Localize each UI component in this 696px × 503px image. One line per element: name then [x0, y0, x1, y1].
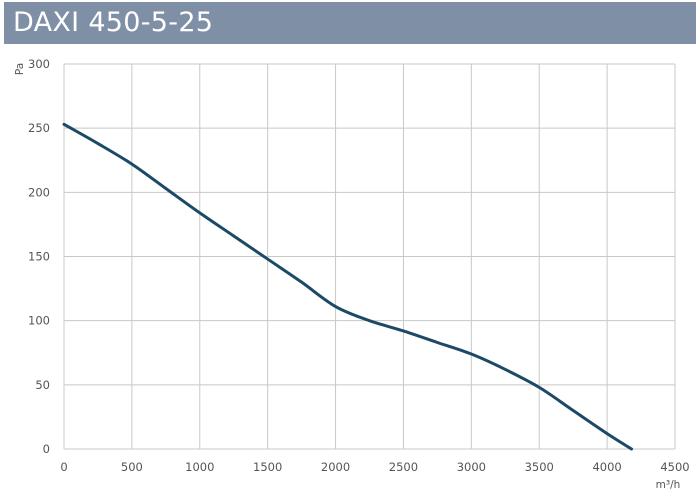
y-tick-label: 250	[28, 121, 50, 135]
y-tick-label: 100	[28, 314, 50, 328]
x-tick-label: 4500	[660, 460, 689, 474]
x-tick-label: 2500	[389, 460, 418, 474]
x-axis-label: m³/h	[656, 479, 681, 491]
x-tick-label: 3000	[457, 460, 486, 474]
x-tick-label: 4000	[592, 460, 621, 474]
x-tick-label: 1000	[185, 460, 214, 474]
x-tick-labels: 0 500 1000 1500 2000 2500 3000 3500 4000 4500	[60, 460, 689, 474]
y-tick-label: 200	[28, 185, 50, 199]
grid	[63, 63, 676, 450]
x-tick-label: 0	[60, 460, 67, 474]
fan-curve-line	[62, 122, 634, 451]
chart-title: DAXI 450-5-25	[13, 7, 214, 38]
y-axis-label: Pa	[14, 63, 26, 75]
y-tick-label: 0	[43, 442, 50, 456]
curve-layer	[62, 122, 634, 451]
y-tick-label: 300	[28, 57, 50, 71]
x-tick-label: 3500	[525, 460, 554, 474]
y-tick-label: 150	[28, 250, 50, 264]
y-tick-labels: 0 50 100 150 200 250 300	[28, 57, 50, 456]
x-tick-label: 2000	[321, 460, 350, 474]
y-tick-label: 50	[35, 378, 50, 392]
chart-header-bar: DAXI 450-5-25	[4, 2, 696, 44]
x-tick-label: 500	[121, 460, 143, 474]
x-tick-label: 1500	[253, 460, 282, 474]
